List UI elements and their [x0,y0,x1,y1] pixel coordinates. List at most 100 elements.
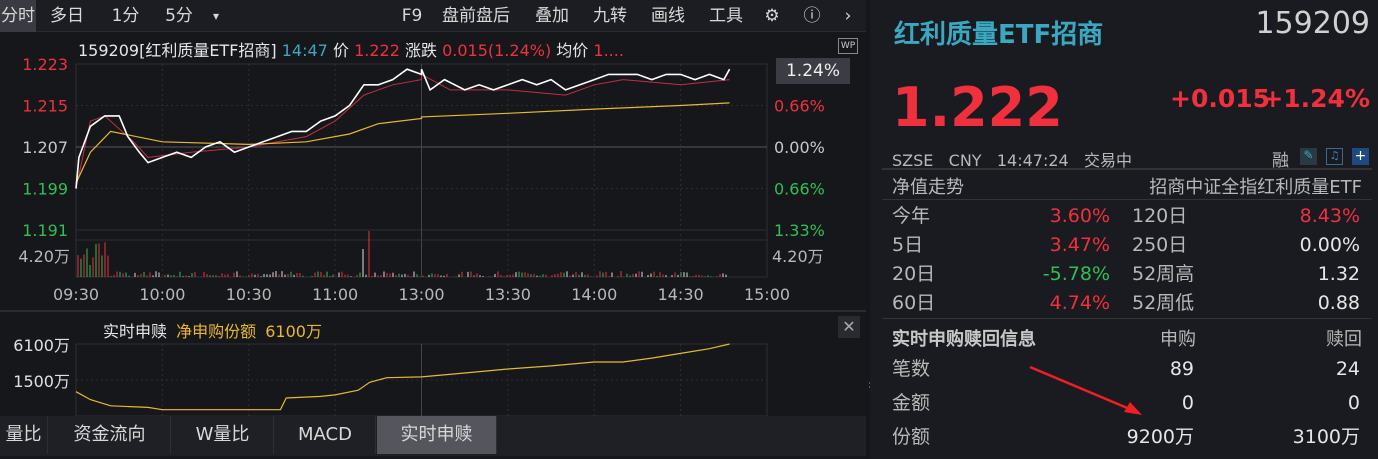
arrow-annotation [1029,365,1142,415]
tools-button[interactable]: 工具 [709,6,743,26]
status-line: SZSE CNY 14:47:24 交易中 [892,147,1132,171]
nav-trend-title: 净值走势 [892,177,964,198]
period-label: 52周低 [1132,292,1195,314]
y-tick-left: 1.199 [22,180,68,199]
x-tick: 13:00 [398,285,444,304]
y-tick-left: 1.223 [22,55,68,74]
chevron-right-icon[interactable]: › [844,6,852,26]
tab-w-volume-ratio[interactable]: W量比 [172,416,274,454]
y-tick-right: 0.66% [774,97,825,116]
period-label: 今年 [892,205,931,227]
period-dropdown[interactable]: ▾ [212,9,220,23]
period-value: 3.47% [1049,234,1110,256]
wp-icon[interactable]: WP [838,38,858,54]
period-label: 250日 [1132,234,1188,256]
avg-label: 均价 [556,41,589,60]
redeem-col: 赎回 [1326,329,1362,350]
y-tick-left: 1.207 [22,138,68,157]
net-subscription-value: 6100万 [265,322,322,341]
change-label: 涨跌 [404,41,437,60]
price-change-pct: +1.24% [1262,84,1370,113]
row-label: 金额 [892,392,931,414]
tab-5min[interactable]: 5分 [165,6,193,26]
period-value: 3.60% [1049,205,1110,227]
y-tick-left: 1.215 [22,97,68,116]
tab-volume-ratio[interactable]: 量比 [0,416,48,454]
change-value: 0.015(1.24%) [442,41,552,60]
y-tick-right: 0.66% [774,180,825,199]
net-subscription-label: 净申购份额 [176,322,257,341]
avg-price-line [75,102,730,184]
y-tick-right: 0.00% [774,138,825,157]
quote-panel: 红利质量ETF招商 159209 1.222 +0.015 +1.24% SZS… [870,0,1378,459]
security-code: 159209 [1255,6,1370,41]
security-code-name: 159209[红利质量ETF招商] [78,41,277,60]
x-tick: 15:00 [744,285,790,304]
last-price: 1.222 [892,76,1063,139]
indicator-tabs: 量比 资金流向 W量比 MACD 实时申赎 [0,416,866,456]
nav-row: 60日 4.74% 52周低 0.88 [890,288,1360,318]
bell-icon[interactable]: ♫ [1326,148,1343,165]
price-value: 1.222 [354,41,400,60]
realtime-title: 实时申购赎回信息 [892,329,1036,350]
tab-multi-day[interactable]: 多日 [50,6,84,26]
subscription-title: 实时申赎 [103,322,168,341]
edit-icon[interactable]: ✎ [1300,148,1317,165]
volume-tick-left: 4.20万 [18,247,70,266]
quote-time: 14:47:24 [996,151,1069,170]
tab-1min[interactable]: 1分 [111,6,140,26]
nav-row: 20日 -5.78% 52周高 1.32 [890,259,1360,289]
x-tick: 14:30 [658,285,704,304]
tab-intraday[interactable]: 分时 [0,0,36,32]
price-pct-badge: 1.24% [776,58,850,84]
row-label: 笔数 [892,358,931,380]
tab-fund-flow[interactable]: 资金流向 [49,416,171,454]
period-value: 0.88 [1317,292,1360,314]
nav-line [75,73,730,189]
volume-tick-right: 4.20万 [772,247,824,266]
f9-button[interactable]: F9 [401,6,423,26]
pre-post-market-button[interactable]: 盘前盘后 [442,6,510,26]
period-value: 8.43% [1299,205,1360,227]
add-icon[interactable]: + [1352,148,1369,165]
gear-icon[interactable]: ⚙ [764,6,780,26]
x-tick: 13:30 [485,285,531,304]
realtime-row: 笔数 89 24 [890,354,1360,384]
intraday-chart: 1.2231.24%1.2150.66%1.2070.00%1.1990.66%… [18,55,825,304]
subscribe-value: 89 [1169,358,1194,380]
period-label: 5日 [892,234,924,256]
y-tick: 1500万 [13,372,70,391]
exchange: SZSE [892,151,934,170]
tab-realtime-subscription[interactable]: 实时申赎 [377,416,497,454]
realtime-row: 金额 0 0 [890,388,1360,418]
overlay-button[interactable]: 叠加 [535,6,569,26]
subscribe-value: 9200万 [1126,426,1194,448]
margin-badge: 融 [1272,151,1289,171]
x-tick: 10:00 [139,285,185,304]
tab-macd[interactable]: MACD [275,416,376,454]
divider [882,318,1372,319]
subscribe-value: 0 [1181,392,1194,414]
help-icon[interactable]: ⓘ [803,6,821,26]
x-tick: 11:00 [312,285,358,304]
current-time: 14:47 [281,41,328,60]
redeem-value: 24 [1335,358,1360,380]
row-label: 份额 [892,426,931,448]
nine-turn-button[interactable]: 九转 [593,6,627,26]
divider [0,310,866,312]
divider [882,199,1372,200]
toolbar: 分时 多日 1分 5分 ▾ F9 盘前盘后 叠加 九转 画线 工具 ⚙ ⓘ › [0,0,866,32]
net-subscription-line [75,343,730,411]
period-value: 0.00% [1299,234,1360,256]
redeem-value: 0 [1347,392,1360,414]
x-tick: 09:30 [53,285,99,304]
nav-row: 5日 3.47% 250日 0.00% [890,230,1360,260]
close-icon[interactable]: ✕ [838,316,860,338]
x-tick: 14:00 [571,285,617,304]
avg-value: 1.... [593,41,624,60]
draw-line-button[interactable]: 画线 [651,6,685,26]
trading-status: 交易中 [1083,151,1132,170]
y-tick-right: 1.33% [774,221,825,240]
period-label: 52周高 [1132,263,1195,285]
chart-panel: 分时 多日 1分 5分 ▾ F9 盘前盘后 叠加 九转 画线 工具 ⚙ ⓘ › … [0,0,866,456]
